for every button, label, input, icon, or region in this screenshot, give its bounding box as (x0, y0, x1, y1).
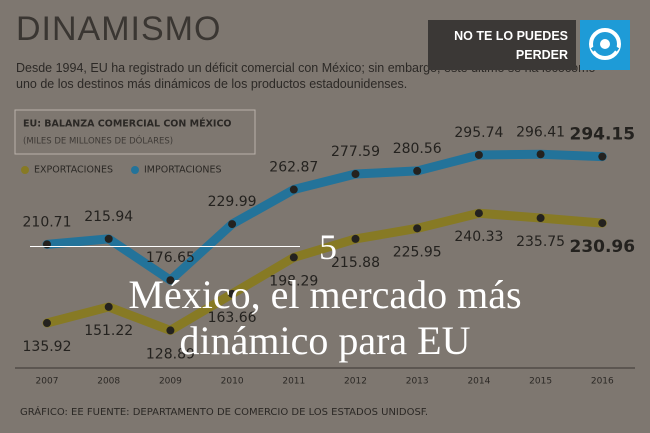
series-line (42, 149, 607, 285)
data-point (43, 240, 51, 249)
x-tick-label: 2007 (36, 377, 59, 387)
footer: GRÁFICO: EE FUENTE: DEPARTAMENTO DE COME… (20, 405, 428, 418)
data-label: 240.33 (454, 229, 503, 245)
data-point (166, 276, 175, 285)
x-tick-label: 2013 (406, 377, 429, 387)
data-label: 229.99 (208, 194, 257, 210)
x-tick-label: 2009 (159, 377, 182, 387)
data-point (104, 302, 113, 311)
data-point (351, 234, 360, 243)
data-label: 128.89 (146, 346, 195, 362)
data-point (43, 319, 51, 328)
data-label: 151.22 (84, 323, 133, 339)
logo-icon (589, 28, 621, 60)
chart-title: EU: BALANZA COMERCIAL CON MÉXICO (23, 118, 232, 130)
data-label: 296.41 (516, 124, 565, 140)
data-label: 198.29 (269, 273, 318, 289)
data-label: 295.74 (454, 125, 503, 141)
badge-box[interactable]: NO TE LO PUEDES PERDER (428, 20, 576, 70)
data-label: 277.59 (331, 144, 380, 160)
data-point (289, 253, 298, 262)
data-label: 163.66 (208, 310, 257, 326)
legend-label: IMPORTACIONES (144, 165, 222, 176)
legend-marker (131, 166, 139, 174)
data-label: 215.88 (331, 255, 380, 271)
story-number: 5 (319, 227, 337, 267)
data-point (104, 234, 113, 243)
data-point (228, 289, 237, 298)
x-tick-label: 2016 (591, 377, 614, 387)
data-label: 230.96 (569, 237, 635, 257)
headline[interactable]: México, el mercado más dinámico para EU (128, 272, 522, 363)
x-tick-label: 2010 (221, 377, 244, 387)
badge-text[interactable]: NO TE LO PUEDES PERDER (454, 29, 568, 62)
x-tick-label: 2008 (97, 377, 120, 387)
data-point (536, 150, 545, 159)
data-label: 135.92 (23, 339, 72, 355)
data-point (474, 209, 483, 218)
legend-label: EXPORTACIONES (34, 165, 113, 176)
data-point (228, 220, 237, 229)
logo[interactable] (580, 20, 630, 70)
data-point (351, 170, 360, 179)
chart-title-box (14, 109, 256, 155)
data-label: 215.94 (84, 209, 133, 225)
data-point (413, 166, 422, 175)
series-line (42, 208, 607, 335)
data-point (289, 185, 298, 194)
data-point (598, 152, 607, 161)
data-label: 262.87 (269, 160, 318, 176)
legend-marker (21, 166, 29, 174)
x-tick-label: 2011 (282, 377, 305, 387)
title: DINAMISMO (16, 10, 222, 48)
data-point (536, 214, 545, 223)
x-tick-label: 2015 (529, 377, 552, 387)
data-label: 280.56 (393, 141, 442, 157)
data-point (598, 219, 607, 228)
data-point (474, 150, 483, 159)
data-label: 176.65 (146, 250, 195, 266)
data-label: 235.75 (516, 234, 565, 250)
data-point (413, 224, 422, 233)
data-label: 225.95 (393, 244, 442, 260)
x-tick-label: 2012 (344, 377, 367, 387)
data-label: 294.15 (569, 125, 635, 145)
x-tick-label: 2014 (467, 377, 490, 387)
data-label: 210.71 (23, 214, 72, 230)
data-point (166, 326, 175, 335)
chart-subtitle: (MILES DE MILLONES DE DÓLARES) (23, 135, 173, 147)
divider (30, 246, 300, 247)
